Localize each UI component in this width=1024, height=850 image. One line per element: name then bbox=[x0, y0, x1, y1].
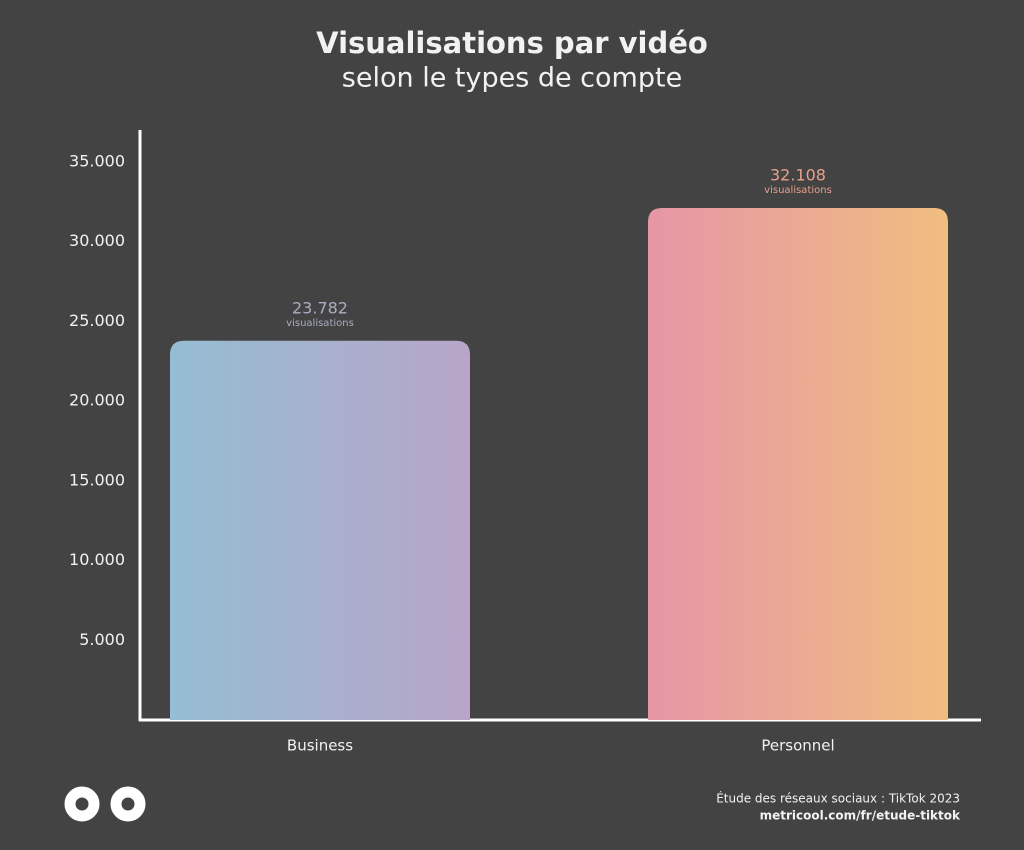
logo bbox=[64, 786, 146, 822]
chart-title: Visualisations par vidéo bbox=[316, 26, 708, 60]
value-label: 32.108 bbox=[770, 166, 826, 185]
value-caption: visualisations bbox=[764, 185, 832, 196]
y-tick-label: 10.000 bbox=[69, 550, 125, 569]
y-tick-label: 25.000 bbox=[69, 311, 125, 330]
x-tick-label: Business bbox=[287, 737, 353, 755]
y-tick-label: 20.000 bbox=[69, 391, 125, 410]
y-tick-label: 15.000 bbox=[69, 470, 125, 489]
logo-ring bbox=[64, 786, 100, 822]
value-caption: visualisations bbox=[286, 318, 354, 329]
source-url: metricool.com/fr/etude-tiktok bbox=[760, 809, 961, 823]
y-tick-label: 35.000 bbox=[69, 151, 125, 170]
value-label: 23.782 bbox=[292, 298, 348, 317]
source: Étude des réseaux sociaux : TikTok 2023 bbox=[716, 791, 960, 806]
chart-subtitle: selon le types de compte bbox=[342, 63, 682, 94]
y-tick-label: 30.000 bbox=[69, 231, 125, 250]
bar bbox=[648, 208, 948, 720]
x-tick-label: Personnel bbox=[761, 737, 834, 755]
logo-ring bbox=[110, 786, 146, 822]
bar bbox=[170, 340, 470, 720]
y-tick-label: 5.000 bbox=[79, 630, 125, 649]
